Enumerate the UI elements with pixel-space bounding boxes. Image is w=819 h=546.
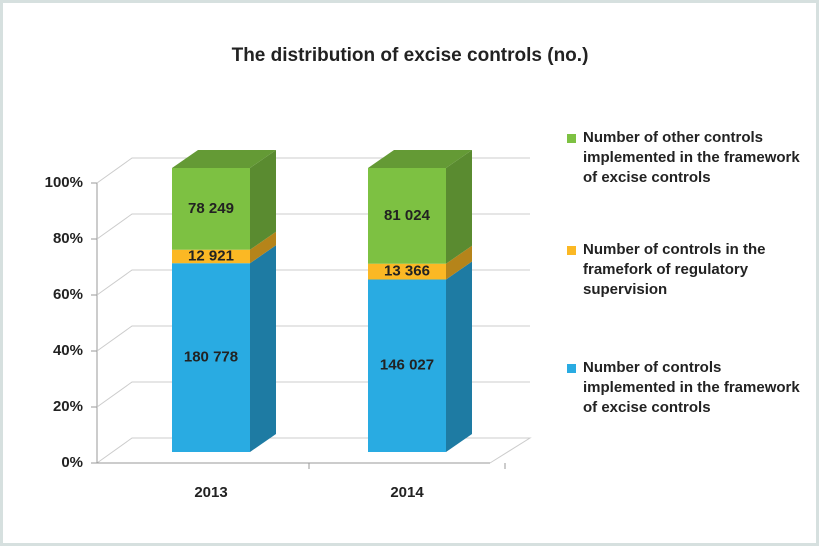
x-tick-label: 2014 [390, 484, 424, 501]
chart-title: The distribution of excise controls (no.… [232, 45, 589, 66]
bar-side [446, 261, 472, 452]
bar [172, 168, 250, 250]
bar-top [368, 150, 472, 168]
bar [368, 263, 446, 280]
bar [368, 279, 446, 452]
legend-text: Number of other controls implemented in … [583, 129, 800, 186]
value-label: 180 778 [184, 349, 238, 366]
y-tick-label: 0% [61, 454, 83, 471]
y-tick-label: 80% [53, 230, 83, 247]
value-label: 78 249 [188, 200, 234, 217]
bar [172, 249, 250, 264]
y-tick-label: 100% [45, 174, 83, 191]
bar [368, 168, 446, 264]
bar [172, 263, 250, 452]
value-label: 13 366 [384, 263, 430, 280]
bar-side [446, 150, 472, 264]
bar-side [250, 245, 276, 452]
legend-marker [567, 134, 576, 143]
floor [96, 437, 532, 464]
legend-marker [567, 246, 576, 255]
value-label: 81 024 [384, 207, 431, 224]
value-label: 12 921 [188, 247, 234, 264]
legend-item: Number of controls in the framefork of r… [567, 240, 812, 300]
bar-side [250, 231, 276, 264]
legend-item: Number of other controls implemented in … [567, 128, 812, 188]
value-label: 146 027 [380, 357, 434, 374]
y-tick-label: 20% [53, 398, 83, 415]
x-tick-label: 2013 [194, 484, 227, 501]
bar-side [250, 150, 276, 250]
legend-item: Number of controls implemented in the fr… [567, 358, 812, 418]
legend-text: Number of controls implemented in the fr… [583, 359, 800, 416]
bar-top [172, 150, 276, 168]
legend-marker [567, 364, 576, 373]
y-tick-label: 40% [53, 342, 83, 359]
y-tick-label: 60% [53, 286, 83, 303]
bar-side [446, 245, 472, 280]
legend-text: Number of controls in the framefork of r… [583, 241, 766, 298]
